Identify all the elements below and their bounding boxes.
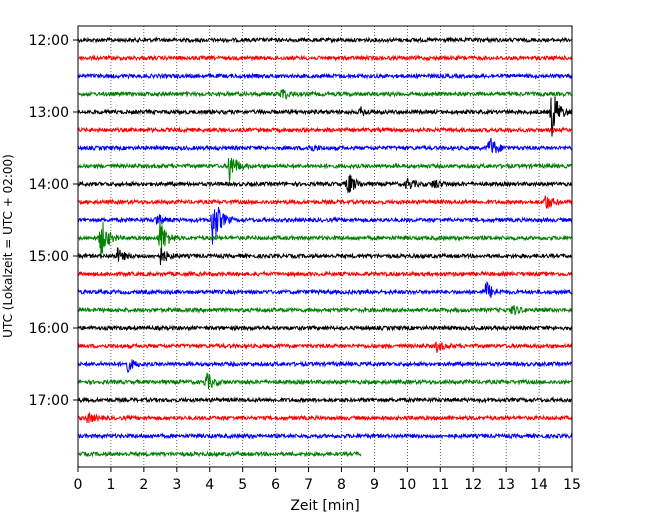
x-tick-label: 9 (370, 477, 379, 493)
seismic-trace (77, 195, 573, 210)
y-tick-label: 14:00 (29, 177, 69, 193)
x-tick-label: 6 (271, 477, 280, 493)
seismic-trace (77, 96, 573, 137)
y-tick-label: 15:00 (29, 249, 69, 265)
y-axis-ticks: 12:00 13:00 14:00 15:00 16:00 17:00 (29, 33, 78, 409)
y-axis-label: UTC (Lokalzeit = UTC + 02:00) (1, 154, 15, 338)
seismic-trace (77, 270, 573, 278)
seismic-trace (77, 206, 573, 245)
seismic-trace (77, 88, 573, 100)
y-tick-label: 16:00 (29, 321, 69, 337)
x-tick-label: 12 (464, 477, 482, 493)
seismic-trace (77, 247, 573, 266)
y-tick-label: 12:00 (29, 33, 69, 49)
seismic-trace (77, 450, 362, 458)
seismic-trace (77, 174, 573, 194)
y-tick-label: 17:00 (29, 393, 69, 409)
trace-group (77, 36, 573, 458)
x-tick-label: 8 (337, 477, 346, 493)
x-tick-label: 5 (238, 477, 247, 493)
seismic-trace (77, 157, 573, 182)
seismic-trace (77, 324, 573, 332)
x-tick-label: 14 (530, 477, 548, 493)
x-tick-label: 4 (205, 477, 214, 493)
x-tick-label: 2 (139, 477, 148, 493)
seismic-trace (77, 359, 573, 374)
x-tick-label: 3 (172, 477, 181, 493)
seismic-trace (77, 72, 573, 80)
x-axis-ticks: 0 1 2 3 4 5 6 7 8 9 10 11 12 13 14 15 (74, 467, 581, 493)
seismic-trace (77, 221, 573, 259)
seismic-trace (77, 341, 573, 353)
x-tick-label: 1 (106, 477, 115, 493)
x-axis-label: Zeit [min] (290, 498, 359, 514)
plot-frame (77, 25, 573, 468)
seismic-trace (77, 432, 573, 440)
seismic-trace (77, 304, 573, 316)
seismic-trace (77, 54, 573, 62)
x-tick-label: 0 (74, 477, 83, 493)
seismic-trace (77, 36, 573, 44)
seismic-trace (77, 137, 573, 154)
x-tick-label: 11 (431, 477, 449, 493)
y-tick-label: 13:00 (29, 105, 69, 121)
x-tick-label: 10 (398, 477, 416, 493)
x-tick-label: 7 (304, 477, 313, 493)
seismic-trace (77, 280, 573, 299)
seismic-trace (77, 372, 573, 390)
seismic-trace (77, 412, 573, 424)
x-tick-label: 13 (497, 477, 515, 493)
seismic-trace (77, 126, 573, 134)
seismic-trace (77, 396, 573, 404)
x-tick-label: 15 (563, 477, 581, 493)
